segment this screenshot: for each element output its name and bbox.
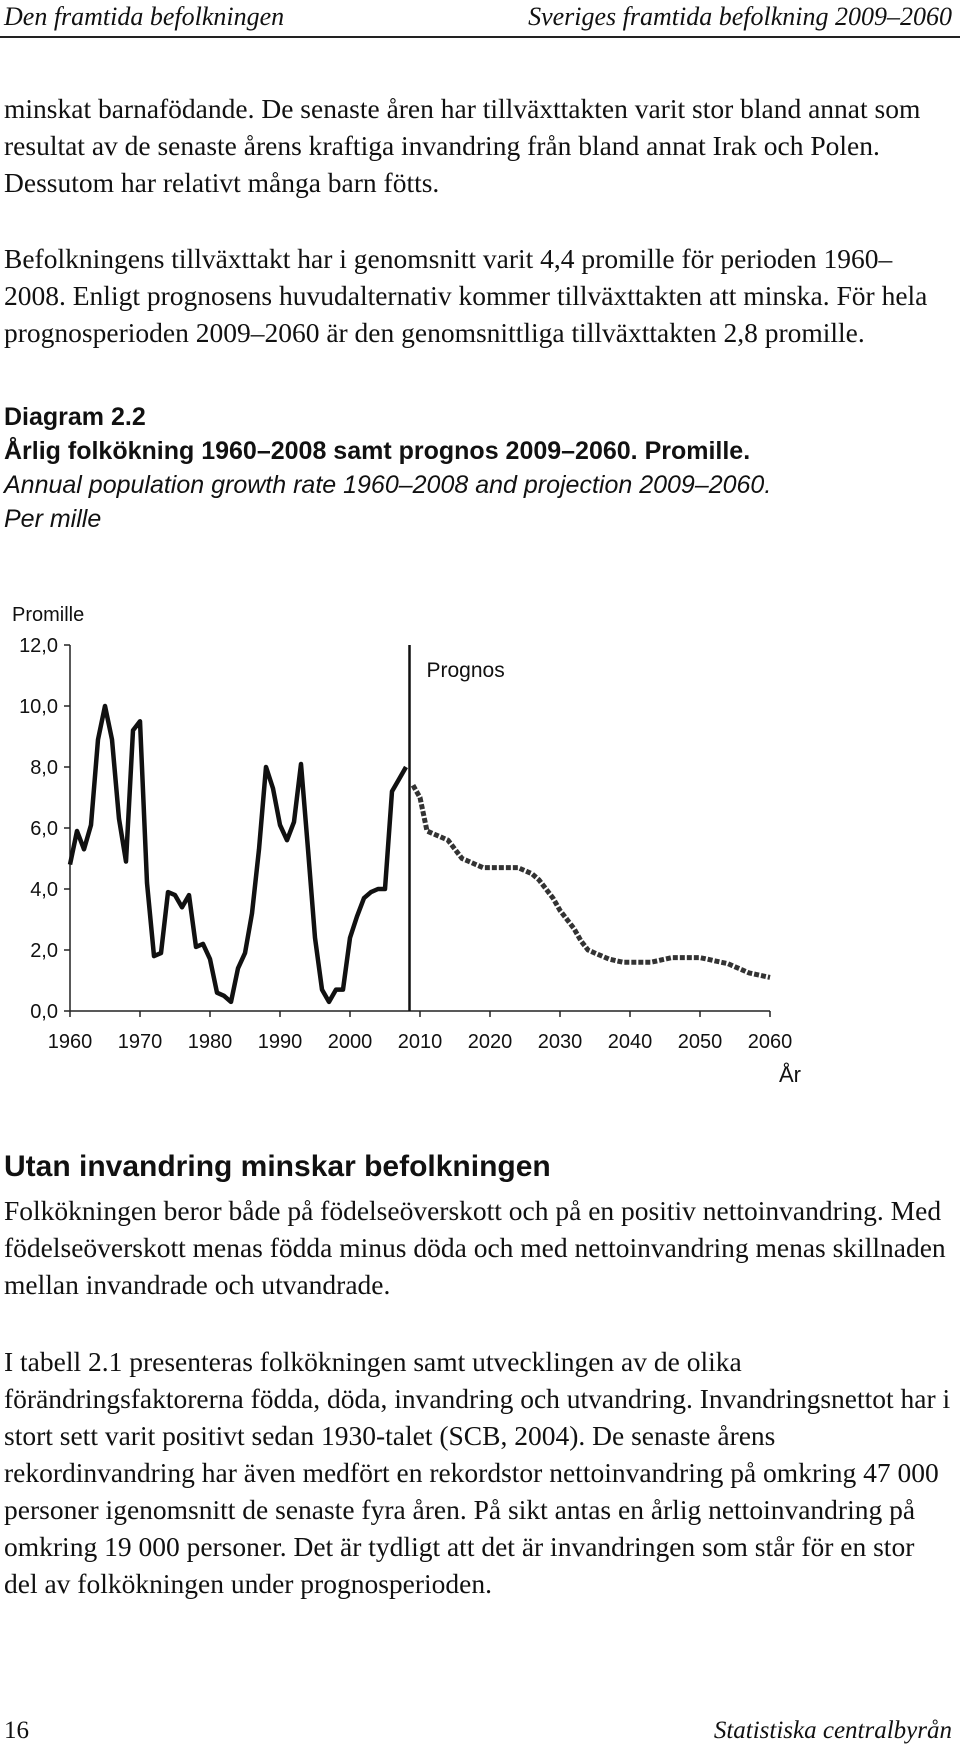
page-number: 16 [4, 1717, 29, 1744]
historical-series-line [67, 703, 408, 1005]
paragraph-text: Folkökningen beror både på födelseöversk… [4, 1195, 946, 1300]
figure-label: Diagram 2.2 [4, 403, 146, 431]
x-tick-label: 2010 [398, 1031, 443, 1053]
y-tick-label: 6,0 [30, 818, 58, 840]
section-paragraph-1: Folkökningen beror både på födelseöversk… [4, 1192, 954, 1303]
figure-title-swedish: Årlig folkökning 1960–2008 samt prognos … [4, 437, 751, 465]
y-tick-label: 2,0 [30, 940, 58, 962]
y-tick-label: 8,0 [30, 757, 58, 779]
section-paragraph-2: I tabell 2.1 presenteras folkökningen sa… [4, 1343, 954, 1602]
paragraph-text: Befolkningens tillväxttakt har i genomsn… [4, 243, 928, 348]
chart-svg: 0,0 2,0 4,0 6,0 8,0 10,0 12,0 1960 1970 1980 1990 2… [12, 604, 801, 1087]
x-tick-label: 1980 [188, 1031, 233, 1053]
x-tick-label: 2030 [538, 1031, 583, 1053]
x-tick-label: 1990 [258, 1031, 303, 1053]
figure-caption: Diagram 2.2 Årlig folkökning 1960–2008 s… [4, 400, 954, 536]
y-tick-label: 0,0 [30, 1001, 58, 1023]
forecast-annotation: Prognos [427, 659, 505, 682]
x-tick-label: 2050 [678, 1031, 723, 1053]
growth-rate-chart: 0,0 2,0 4,0 6,0 8,0 10,0 12,0 1960 1970 1980 1990 2… [0, 600, 840, 1090]
x-tick-label: 2000 [328, 1031, 373, 1053]
figure-title-english: Annual population growth rate 1960–2008 … [4, 471, 772, 499]
y-tick-label: 12,0 [19, 635, 58, 657]
y-tick-label: 4,0 [30, 879, 58, 901]
y-tick-label: 10,0 [19, 696, 58, 718]
figure-title-english-cont: Per mille [4, 505, 102, 533]
x-tick-label: 1970 [118, 1031, 163, 1053]
header-divider [0, 36, 960, 38]
x-tick-label: 2060 [748, 1031, 793, 1053]
body-paragraph-1: minskat barnafödande. De senaste åren ha… [4, 90, 954, 201]
x-tick-label: 1960 [48, 1031, 93, 1053]
y-axis-title: Promille [12, 604, 84, 626]
section-heading: Utan invandring minskar befolkningen [4, 1150, 551, 1183]
x-tick-label: 2020 [468, 1031, 513, 1053]
running-header-left: Den framtida befolkningen [4, 2, 285, 31]
body-paragraph-2: Befolkningens tillväxttakt har i genomsn… [4, 240, 954, 351]
paragraph-text: minskat barnafödande. De senaste åren ha… [4, 93, 921, 198]
publisher-name: Statistiska centralbyrån [713, 1717, 952, 1744]
paragraph-text: I tabell 2.1 presenteras folkökningen sa… [4, 1346, 951, 1599]
running-header-right: Sveriges framtida befolkning 2009–2060 [528, 2, 952, 31]
x-axis-title: År [779, 1062, 801, 1087]
forecast-series-line [410, 784, 771, 980]
x-tick-label: 2040 [608, 1031, 653, 1053]
